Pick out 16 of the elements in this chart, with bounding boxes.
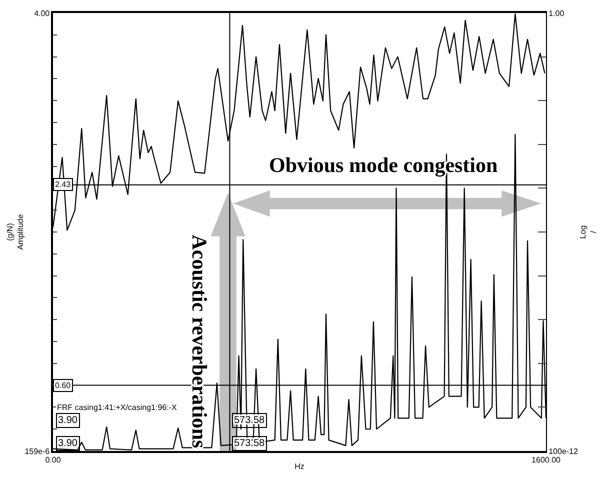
annotation: FRF casing1:41:+X/casing1:96:-X xyxy=(57,403,178,412)
x-axis-title: Hz xyxy=(294,462,304,471)
y-axis-title: (g/N) Amplitude xyxy=(6,214,25,250)
ref-line-label: 0.60 xyxy=(55,381,72,390)
annotation: Acoustic reverberations xyxy=(187,234,212,448)
y2-axis-title: Log / xyxy=(578,225,598,239)
y2-tick-label: 100e-12 xyxy=(548,446,579,456)
annotation: 573.58 xyxy=(234,438,266,449)
y2-tick-label: 1.00 xyxy=(548,8,565,18)
annotation: 3.90 xyxy=(58,415,78,426)
ref-line-label: 2.43 xyxy=(55,180,72,189)
x-tick-label: 1600.00 xyxy=(532,455,562,464)
annotation: 3.90 xyxy=(58,438,78,449)
y-tick-label: 159e-6 xyxy=(24,446,50,456)
x-tick-label: 0.00 xyxy=(45,455,62,464)
y-tick-label: 4.00 xyxy=(34,8,50,18)
